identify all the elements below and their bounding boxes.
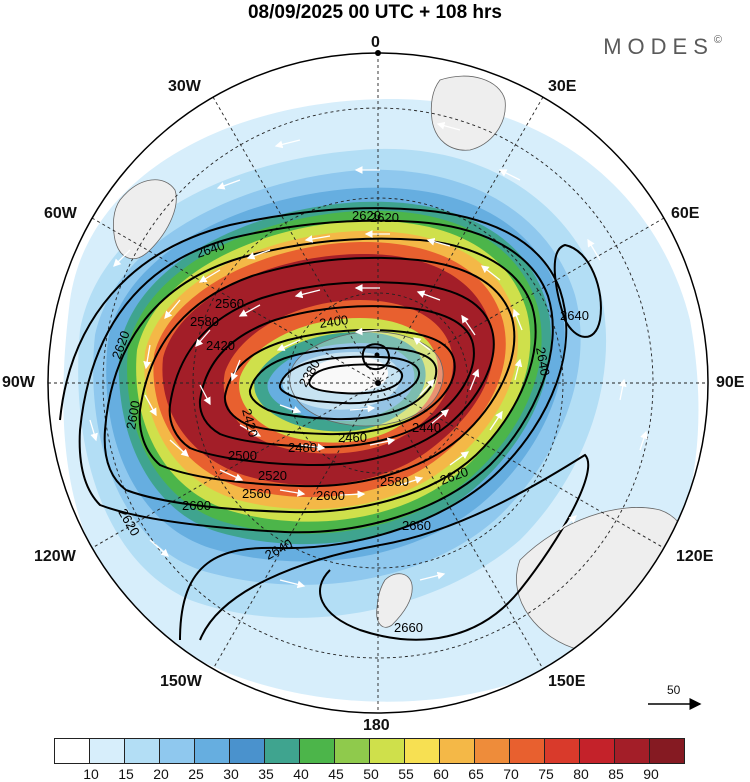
label-0: 0: [371, 34, 380, 51]
colorbar-tick-label: 20: [153, 766, 169, 782]
colorbar-swatch: [614, 738, 650, 764]
africa-coast: [430, 75, 506, 151]
colorbar-tick-label: 25: [188, 766, 204, 782]
contour-2560: [168, 281, 495, 467]
colorbar-swatch: [369, 738, 405, 764]
south-pole-marker: [375, 380, 381, 386]
colorbar-swatch: [54, 738, 90, 764]
copyright-mark: ©: [713, 34, 722, 46]
contour-2480: [223, 329, 456, 436]
colorbar-swatch: [229, 738, 265, 764]
colorbar-swatch: [579, 738, 615, 764]
brand-name: MODES: [603, 34, 714, 59]
colorbar-tick-label: 75: [538, 766, 554, 782]
contour-label: 2600: [316, 488, 345, 503]
label-150w: 150W: [160, 673, 202, 690]
colorbar-tick-label: 40: [293, 766, 309, 782]
colorbar-tick-label: 90: [643, 766, 659, 782]
contour-label: 2620: [352, 208, 381, 223]
label-60e: 60E: [671, 205, 700, 222]
contour-label: 2420: [239, 407, 261, 439]
height-contours: [59, 207, 602, 641]
colorbar-tick-label: 10: [83, 766, 99, 782]
contour-2620: [78, 219, 554, 534]
contour-label: 2480: [288, 440, 317, 455]
map-disc: [48, 53, 708, 713]
contour-2600: [103, 237, 537, 514]
label-30w: 30W: [168, 78, 201, 95]
contour-label: 2600: [123, 399, 143, 430]
reference-vector-label: 50: [667, 683, 681, 697]
label-90e: 90E: [716, 374, 745, 391]
contour-2400: [278, 355, 421, 405]
colorbar-swatch: [544, 738, 580, 764]
contour-label: 2440: [412, 420, 441, 435]
contour-label: 2420: [206, 338, 235, 353]
brand-logo: MODES©: [603, 34, 722, 60]
contour-label: 2400: [318, 312, 349, 331]
colorbar-swatch: [299, 738, 335, 764]
colorbar-tick-label: 80: [573, 766, 589, 782]
contour-2380: [308, 363, 404, 395]
contour-2660-outer: [199, 453, 590, 641]
contour-2640-outer: [59, 207, 568, 641]
label-180: 180: [363, 717, 390, 734]
contour-label: 2660: [402, 518, 431, 533]
label-120w: 120W: [34, 548, 76, 565]
colorbar-swatch: [264, 738, 300, 764]
label-120e: 120E: [676, 548, 714, 565]
colorbar-tick-label: 65: [468, 766, 484, 782]
colorbar-tick-label: 45: [328, 766, 344, 782]
colorbar-swatch: [124, 738, 160, 764]
contour-label: 2560: [242, 486, 271, 501]
colorbar-tick-label: 30: [223, 766, 239, 782]
wind-vectors: [89, 121, 648, 589]
colorbar-tick-label: 70: [503, 766, 519, 782]
colorbar-swatch: [404, 738, 440, 764]
colorbar-swatch: [334, 738, 370, 764]
contour-label: 2660: [394, 620, 423, 635]
colorbar-tick-label: 50: [363, 766, 379, 782]
new-zealand-coast: [376, 573, 413, 628]
colorbar: [54, 738, 685, 764]
colorbar-swatch: [649, 738, 685, 764]
colorbar-tick-label: 85: [608, 766, 624, 782]
contour-label: 2640: [533, 346, 553, 377]
contour-label: 2620: [370, 210, 399, 225]
colorbar-tick-label: 60: [433, 766, 449, 782]
label-90w: 90W: [2, 374, 35, 391]
colorbar-swatch: [474, 738, 510, 764]
colorbar-tick-label: 55: [398, 766, 414, 782]
colorbar-ticks: 10 15 20 25 30 35 40 45 50 55 60 65 70 75 80 85 90: [55, 766, 705, 782]
label-30e: 30E: [548, 78, 577, 95]
contour-label: 2580: [380, 474, 409, 489]
colorbar-swatch: [194, 738, 230, 764]
polar-map: 2640 2620 2620 2600 2620 2600 2560 2500 …: [47, 50, 709, 714]
colorbar-swatch: [439, 738, 475, 764]
contour-low: [361, 343, 390, 371]
contour-label: 2560: [215, 296, 244, 311]
contour-2520: [198, 305, 475, 449]
contour-label: 2600: [182, 498, 211, 513]
contour-2640-cell: [553, 243, 602, 338]
contour-2580: [138, 256, 516, 488]
label-150e: 150E: [548, 673, 586, 690]
contour-label: 2580: [190, 314, 219, 329]
colorbar-tick-label: 35: [258, 766, 274, 782]
colorbar-swatch: [509, 738, 545, 764]
prime-meridian-dot: [375, 50, 381, 56]
low-center-marker: [374, 352, 380, 358]
colorbar-swatch: [159, 738, 195, 764]
colorbar-tick-label: 15: [118, 766, 134, 782]
label-60w: 60W: [44, 205, 77, 222]
contour-label: 2520: [258, 468, 287, 483]
contour-label: 2500: [228, 448, 257, 463]
map-title: 08/09/2025 00 UTC + 108 hrs: [247, 2, 503, 23]
contour-label: 2640: [560, 308, 589, 323]
contour-label: 2460: [338, 430, 367, 445]
colorbar-swatch: [89, 738, 125, 764]
